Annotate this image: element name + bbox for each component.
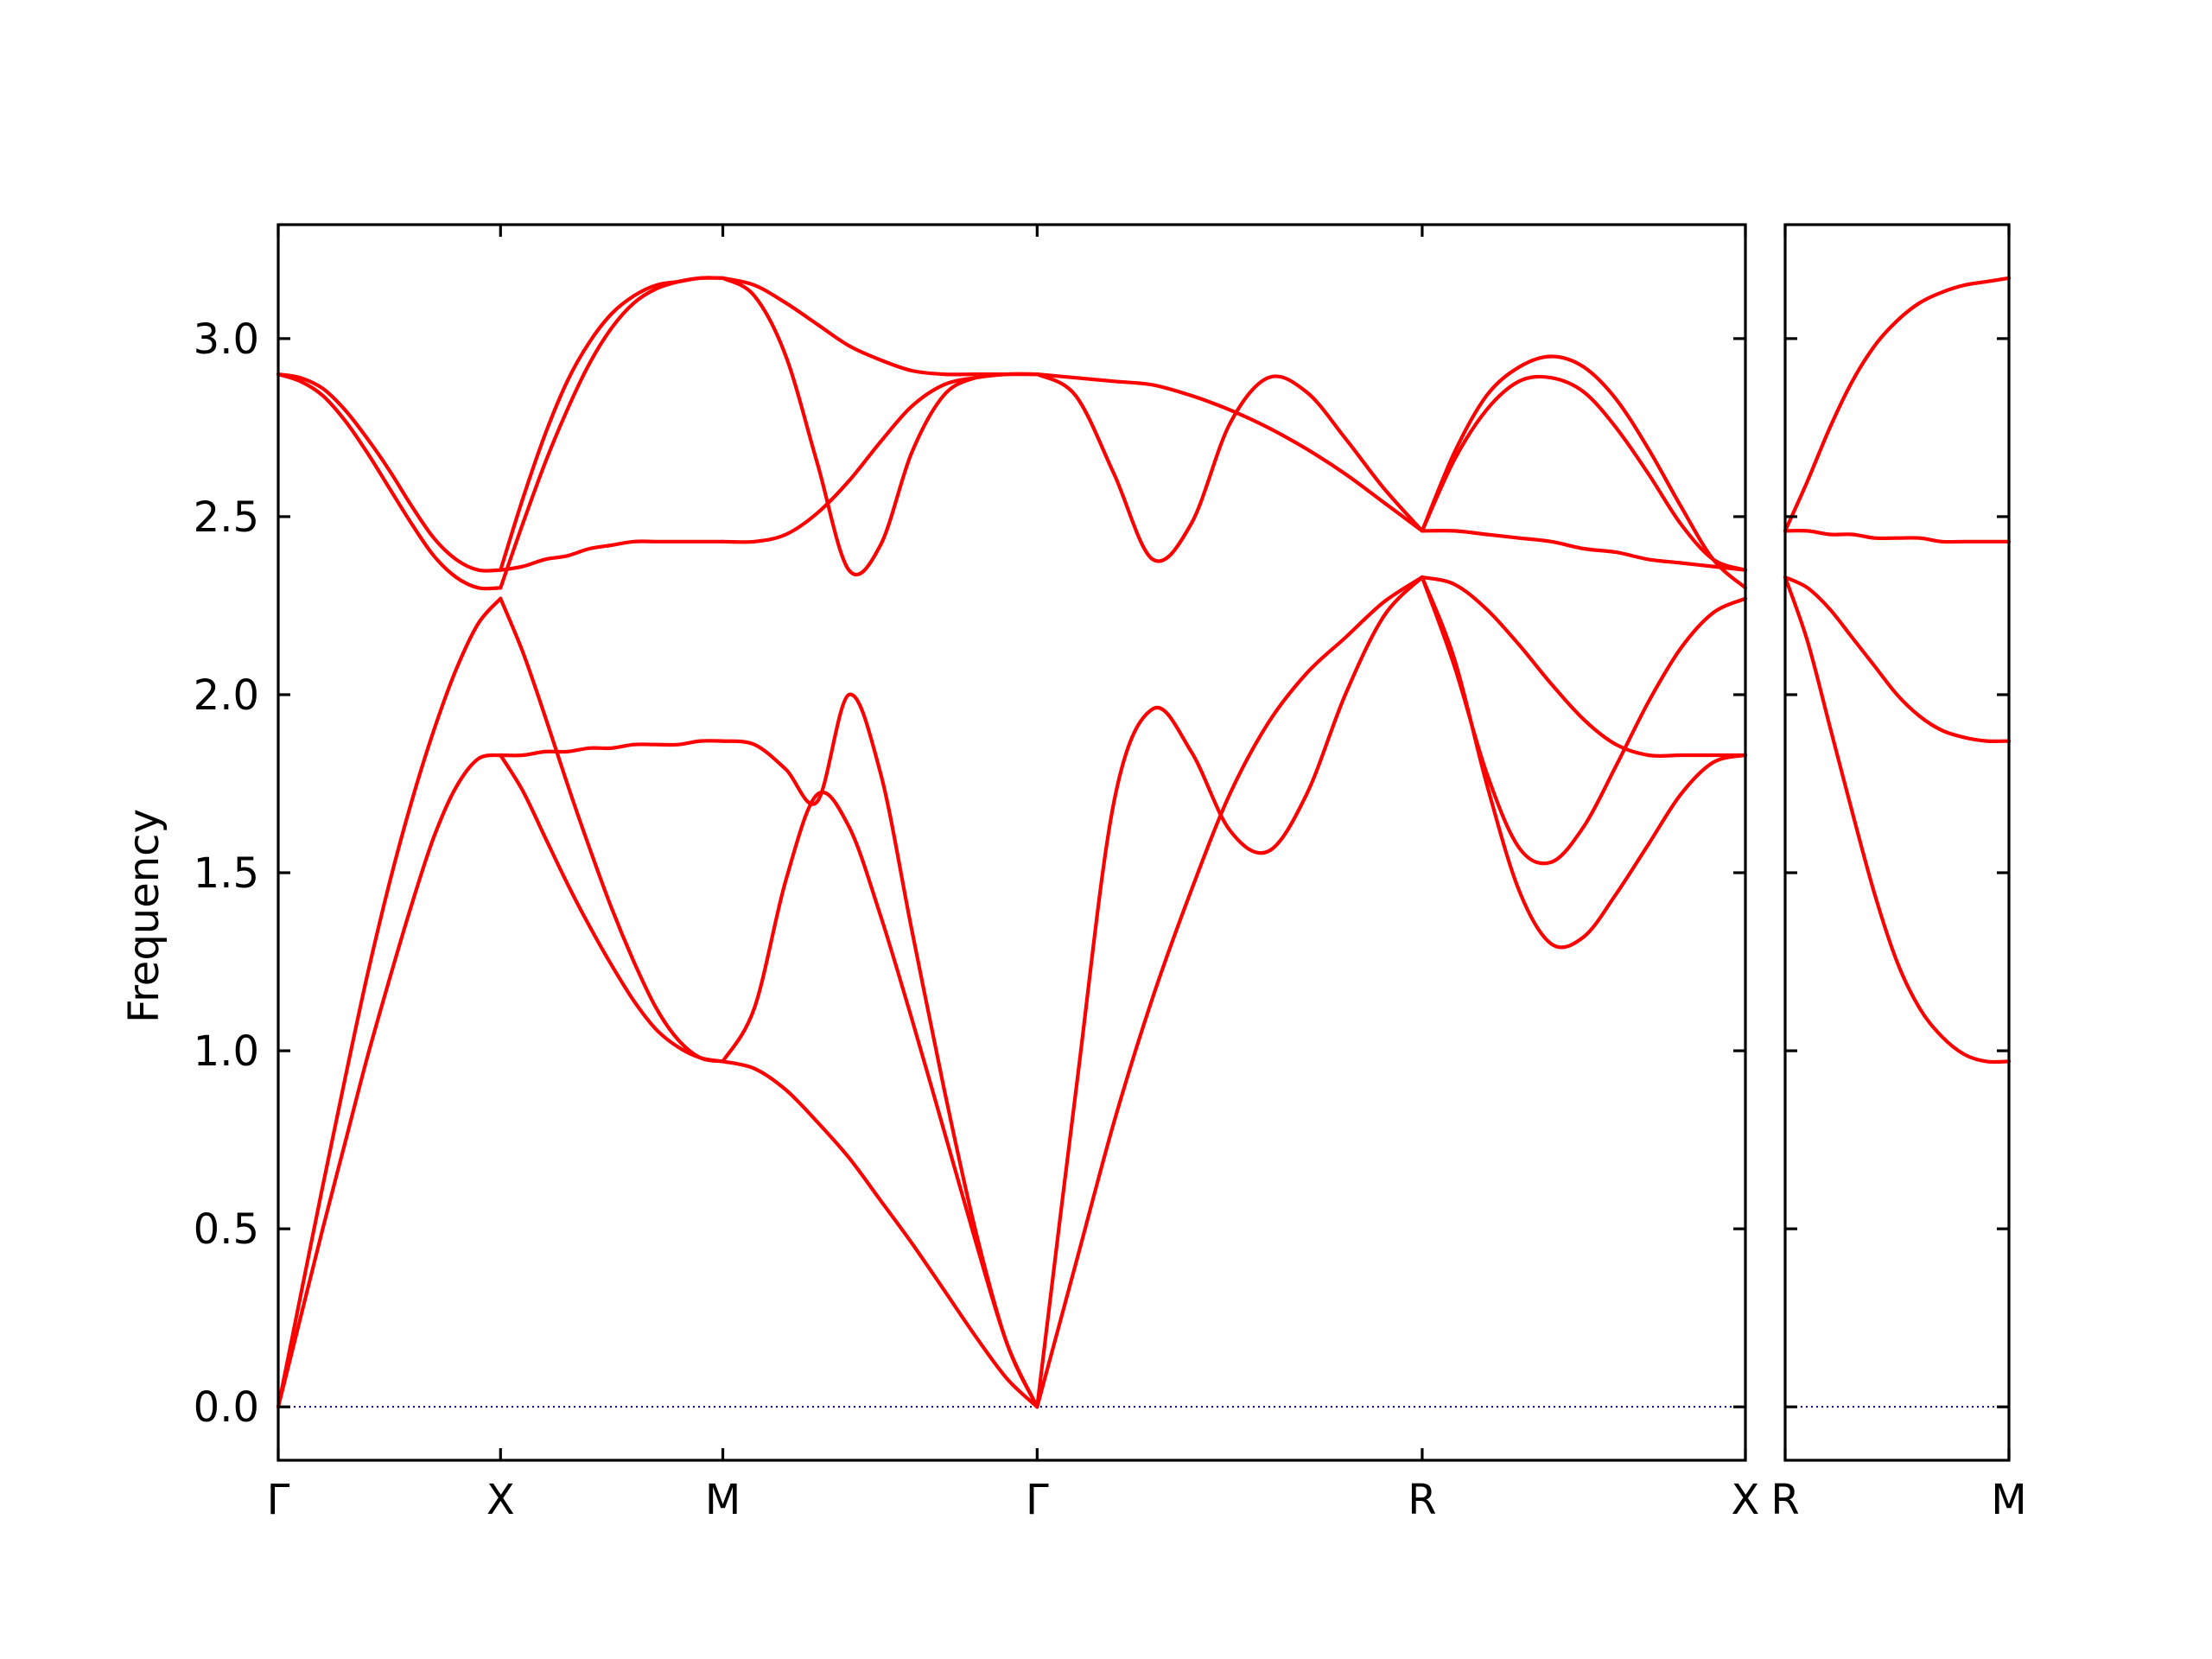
band-line-0-19	[1035, 372, 1424, 563]
band-line-0-10	[721, 1059, 1039, 1409]
band-line-0-23	[1420, 528, 1748, 572]
x-tick-label: Γ	[1026, 1476, 1049, 1524]
y-tick-label: 2.0	[194, 671, 259, 720]
x-tick-label: R	[1770, 1476, 1799, 1524]
plot-frame	[276, 223, 1747, 1462]
y-tick-label: 0.0	[194, 1383, 259, 1432]
x-tick-label: M	[1991, 1476, 2026, 1524]
x-tick-label: X	[486, 1476, 515, 1524]
y-tick-label: 2.5	[194, 493, 259, 542]
band-line-0-11	[721, 791, 1039, 1409]
x-tick-label: R	[1408, 1476, 1436, 1524]
y-axis-label: Frequency	[120, 809, 168, 1023]
y-tick-label: 3.0	[194, 315, 259, 364]
x-tick-label: X	[1732, 1476, 1760, 1524]
band-line-0-13	[721, 372, 1039, 544]
band-line-0-14	[721, 276, 1039, 377]
band-line-0-9	[499, 276, 725, 572]
band-line-0-3	[276, 372, 503, 573]
band-line-0-17	[1035, 575, 1424, 1409]
band-line-1-2	[1783, 528, 2012, 544]
y-tick-label: 1.0	[194, 1027, 259, 1076]
x-tick-label: Γ	[267, 1476, 290, 1524]
band-line-0-15	[721, 276, 1039, 577]
band-line-0-12	[721, 692, 1039, 1409]
band-line-0-25	[1420, 374, 1748, 572]
band-line-0-24	[1420, 354, 1748, 590]
band-line-0-5	[499, 596, 725, 1064]
band-line-1-0	[1783, 575, 2012, 1065]
band-line-0-20	[1420, 575, 1748, 950]
band-line-0-2	[276, 372, 503, 591]
band-line-0-6	[499, 739, 725, 758]
y-tick-label: 1.5	[194, 849, 259, 898]
band-line-0-1	[276, 596, 503, 1409]
plot-frame	[1783, 223, 2011, 1462]
band-line-0-7	[499, 539, 725, 572]
band-line-1-1	[1783, 575, 2012, 743]
band-line-0-18	[1035, 372, 1424, 533]
y-tick-label: 0.5	[194, 1205, 259, 1254]
band-line-0-4	[499, 753, 725, 1064]
band-line-0-0	[276, 753, 503, 1409]
main-panel: 0.0 0.5 1.0 1.5 2.0 2.5 3.0 Γ X M Γ R X	[194, 223, 1760, 1524]
band-line-0-21	[1420, 575, 1748, 759]
band-line-0-16	[1035, 575, 1424, 1409]
x-tick-label: M	[705, 1476, 741, 1524]
band-line-0-22	[1420, 575, 1748, 866]
band-line-1-3	[1783, 276, 2012, 533]
